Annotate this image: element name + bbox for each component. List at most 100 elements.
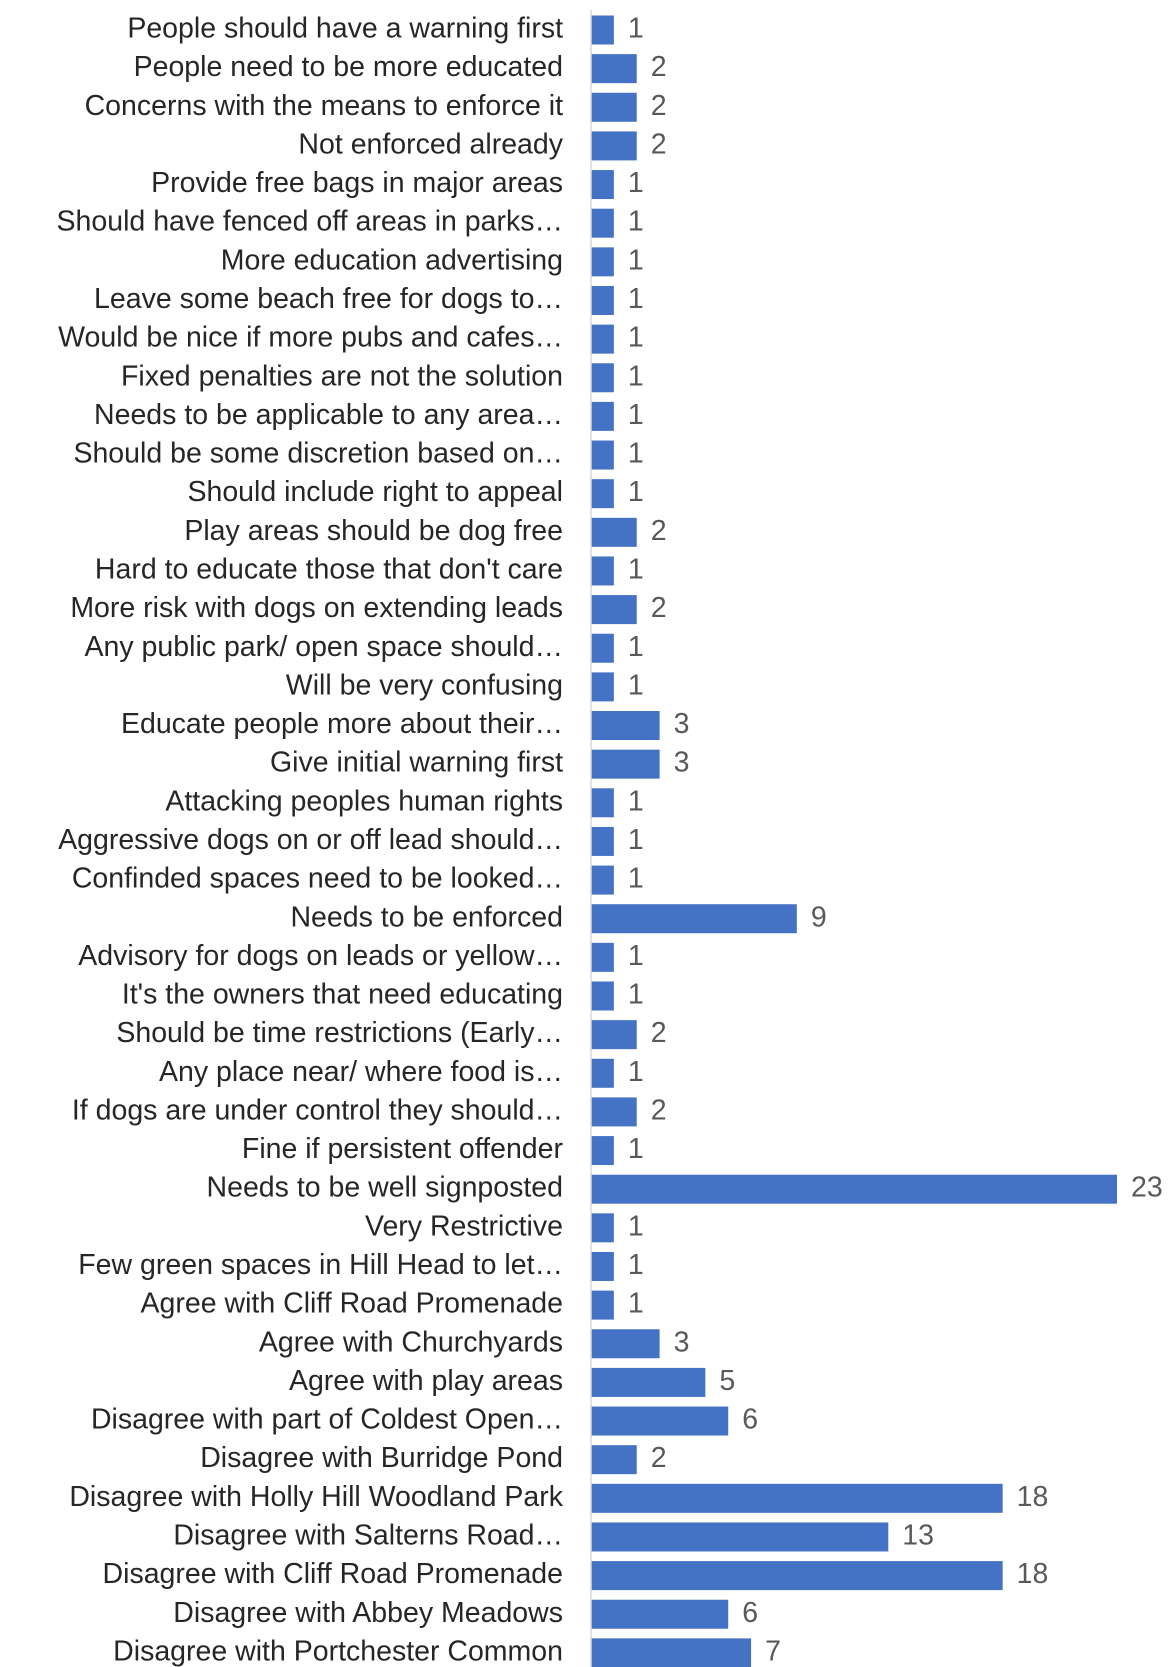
bar [591,479,614,509]
bar [591,1290,614,1320]
data-label: 5 [719,1365,735,1397]
category-label: Provide free bags in major areas [151,167,563,199]
data-label: 2 [651,515,667,547]
data-label: 1 [628,206,644,238]
data-label: 3 [674,1326,690,1358]
category-label: Advisory for dogs on leads or yellow… [78,940,563,972]
bar [591,1020,637,1050]
category-label: Any public park/ open space should… [85,631,563,663]
bar [591,595,637,625]
category-label: Very Restrictive [365,1210,563,1242]
bar [591,1329,660,1359]
data-label: 1 [628,1133,644,1165]
bar [591,324,614,354]
data-label: 13 [902,1519,934,1551]
data-label: 1 [628,863,644,895]
bar [591,208,614,238]
data-label: 1 [628,824,644,856]
bar [591,92,637,122]
bar [591,54,637,84]
data-label: 1 [628,979,644,1011]
data-label: 1 [628,360,644,392]
data-label: 2 [651,90,667,122]
category-label: Should include right to appeal [187,476,563,508]
category-label: Agree with Cliff Road Promenade [141,1288,563,1320]
category-label: Needs to be well signposted [207,1172,563,1204]
data-label: 2 [651,128,667,160]
data-label: 2 [651,1094,667,1126]
category-label: Confinded spaces need to be looked… [72,863,563,895]
bar [591,749,660,779]
bar [591,247,614,277]
data-label: 3 [674,708,690,740]
category-label: If dogs are under control they should… [72,1094,563,1126]
bar [591,1058,614,1088]
data-label: 2 [651,51,667,83]
data-label: 1 [628,476,644,508]
data-label: 1 [628,322,644,354]
category-label: People need to be more educated [134,51,563,83]
data-label: 18 [1017,1558,1049,1590]
category-label: Give initial warning first [270,747,563,779]
bar [591,440,614,470]
bar [591,1483,1003,1513]
category-label: Will be very confusing [286,669,563,701]
bar [591,942,614,972]
category-label: Concerns with the means to enforce it [85,90,563,122]
bar [591,1522,889,1552]
data-label: 1 [628,669,644,701]
bar [591,633,614,663]
category-label: Disagree with part of Coldest Open… [91,1404,563,1436]
data-label: 1 [628,940,644,972]
category-label: More education advertising [221,244,563,276]
data-label: 2 [651,1017,667,1049]
category-label: Hard to educate those that don't care [95,553,563,585]
data-label: 1 [628,167,644,199]
bar [591,1097,637,1127]
bar [591,131,637,161]
data-label: 1 [628,1210,644,1242]
bar [591,556,614,586]
bar [591,826,614,856]
category-label: Play areas should be dog free [184,515,563,547]
data-label: 1 [628,1249,644,1281]
category-label: Aggressive dogs on or off lead should… [58,824,563,856]
data-label: 23 [1131,1172,1163,1204]
bar [591,1561,1003,1591]
category-label: Should have fenced off areas in parks… [57,206,563,238]
bar [591,1638,752,1667]
bar [591,1174,1117,1204]
data-label: 1 [628,785,644,817]
category-label: Leave some beach free for dogs to… [94,283,563,315]
data-label: 7 [765,1635,781,1667]
data-label: 1 [628,283,644,315]
bar [591,1251,614,1281]
bar [591,1136,614,1166]
bar [591,1445,637,1475]
bar [591,15,614,45]
bar [591,363,614,393]
data-label: 2 [651,1442,667,1474]
bar [591,170,614,200]
category-label: Few green spaces in Hill Head to let… [78,1249,563,1281]
bar [591,904,797,934]
category-label: People should have a warning first [127,13,563,45]
category-label: Should be time restrictions (Early… [116,1017,563,1049]
category-label: Any place near/ where food is… [159,1056,563,1088]
category-label: Disagree with Cliff Road Promenade [103,1558,563,1590]
bar [591,672,614,702]
category-label: More risk with dogs on extending leads [70,592,563,624]
bar [591,1599,729,1629]
bar [591,517,637,547]
data-label: 9 [811,901,827,933]
bar [591,981,614,1011]
bar [591,1406,729,1436]
category-label: Should be some discretion based on… [73,438,563,470]
category-label: Disagree with Abbey Meadows [173,1597,563,1629]
category-label: Disagree with Portchester Common [113,1635,563,1667]
bar [591,1213,614,1243]
bar [591,285,614,315]
category-label: Agree with Churchyards [259,1326,563,1358]
category-label: Disagree with Burridge Pond [200,1442,563,1474]
